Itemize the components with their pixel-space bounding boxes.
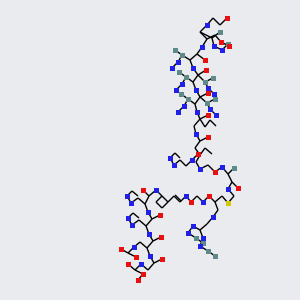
Bar	[200, 200, 206, 205]
Bar	[184, 194, 188, 199]
Bar	[130, 223, 134, 227]
Bar	[146, 209, 151, 214]
Bar	[220, 47, 224, 52]
Bar	[212, 97, 217, 101]
Bar	[172, 47, 178, 52]
Bar	[220, 164, 224, 169]
Bar	[136, 278, 140, 283]
Bar	[172, 163, 176, 167]
Bar	[176, 59, 181, 64]
Bar	[146, 232, 152, 236]
Bar	[179, 82, 184, 86]
Bar	[197, 244, 202, 248]
Bar	[202, 58, 208, 62]
Bar	[226, 200, 230, 206]
Bar	[212, 254, 217, 259]
Bar	[202, 80, 208, 85]
Bar	[196, 152, 200, 157]
Bar	[214, 112, 218, 118]
Bar	[226, 44, 232, 49]
Bar	[206, 194, 211, 199]
Bar	[124, 194, 130, 199]
Bar	[184, 74, 188, 80]
Bar	[139, 262, 143, 266]
Bar	[160, 256, 164, 262]
Bar	[173, 88, 178, 92]
Bar	[158, 212, 163, 217]
Bar	[197, 167, 202, 172]
Bar	[226, 41, 230, 46]
Bar	[205, 22, 209, 28]
Bar	[211, 214, 215, 220]
Bar	[182, 103, 187, 109]
Bar	[154, 188, 158, 193]
Bar	[194, 88, 199, 92]
Bar	[200, 241, 206, 245]
Bar	[140, 188, 146, 193]
Bar	[128, 200, 134, 206]
Bar	[158, 235, 164, 239]
Bar	[125, 262, 130, 266]
Bar	[148, 254, 152, 259]
Bar	[212, 44, 217, 49]
Bar	[118, 247, 124, 251]
Bar	[176, 110, 181, 115]
Bar	[200, 44, 205, 50]
Bar	[190, 158, 194, 163]
Bar	[232, 166, 236, 170]
Bar	[236, 185, 241, 190]
Bar	[208, 106, 212, 112]
Bar	[185, 230, 190, 236]
Bar	[190, 65, 196, 70]
Bar	[169, 65, 175, 70]
Bar	[134, 254, 139, 260]
Bar	[218, 29, 223, 34]
Bar	[212, 169, 217, 175]
Bar	[179, 52, 184, 58]
Bar	[211, 76, 215, 80]
Bar	[206, 112, 211, 118]
Bar	[194, 110, 200, 115]
Bar	[212, 92, 217, 97]
Bar	[188, 200, 194, 205]
Bar	[125, 215, 130, 220]
Bar	[200, 236, 206, 241]
Bar	[176, 70, 181, 74]
Bar	[206, 248, 211, 253]
Bar	[226, 187, 230, 191]
Bar	[178, 92, 184, 97]
Bar	[140, 272, 146, 277]
Bar	[206, 134, 211, 140]
Bar	[185, 97, 190, 101]
Bar	[206, 85, 211, 91]
Bar	[205, 100, 209, 106]
Bar	[194, 236, 199, 241]
Bar	[194, 131, 199, 136]
Bar	[131, 244, 136, 250]
Bar	[224, 16, 230, 20]
Bar	[203, 68, 208, 73]
Bar	[167, 155, 172, 160]
Bar	[218, 40, 224, 44]
Bar	[206, 91, 211, 95]
Bar	[190, 224, 196, 229]
